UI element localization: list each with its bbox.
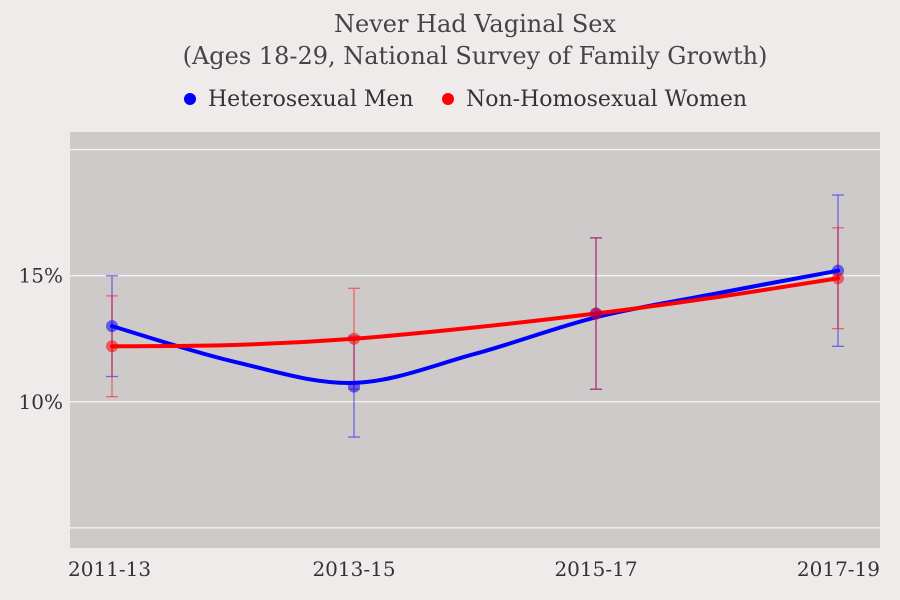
data-point	[348, 380, 360, 393]
plot-area	[70, 132, 880, 548]
legend-marker	[184, 93, 196, 105]
data-points	[106, 264, 844, 393]
data-point	[106, 320, 118, 333]
legend: Heterosexual Men Non-Homosexual Women	[184, 87, 747, 112]
legend-label: Heterosexual Men	[208, 87, 414, 112]
series-lines	[110, 268, 840, 385]
data-point	[590, 307, 602, 320]
series-line	[110, 268, 840, 385]
x-tick-label: 2013-15	[312, 557, 395, 581]
legend-item: Non-Homosexual Women	[442, 87, 747, 112]
data-point	[348, 332, 360, 345]
series-line	[110, 276, 840, 349]
series-layer	[106, 194, 844, 438]
legend-label: Non-Homosexual Women	[466, 87, 747, 112]
x-tick-label: 2015-17	[554, 557, 637, 581]
legend-marker	[442, 93, 454, 105]
y-tick-label: 10%	[19, 390, 63, 414]
x-tick-label: 2011-13	[68, 557, 151, 581]
data-point	[106, 340, 118, 353]
gridlines	[70, 149, 880, 529]
y-axis: 10% 15%	[19, 264, 63, 414]
legend-item: Heterosexual Men	[184, 87, 414, 112]
chart-title: Never Had Vaginal Sex	[334, 10, 616, 38]
data-point	[832, 272, 844, 285]
chart-subtitle: (Ages 18-29, National Survey of Family G…	[183, 42, 768, 70]
x-tick-label: 2017-19	[797, 557, 880, 581]
y-tick-label: 15%	[19, 264, 63, 288]
x-axis: 2011-13 2013-15 2015-17 2017-19	[68, 557, 880, 581]
